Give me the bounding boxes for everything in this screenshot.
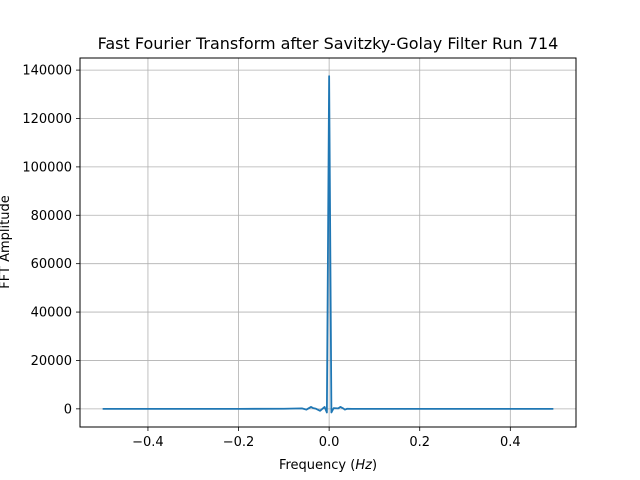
y-tick-label: 60000: [31, 257, 72, 272]
y-tick-label: 0: [64, 402, 72, 417]
y-axis-label: FFT Amplitude: [0, 195, 13, 288]
y-tick-label: 40000: [31, 306, 72, 321]
y-tick-label: 120000: [22, 112, 72, 127]
y-ticks: 0 20000 40000 60000 80000 100000 120000 140000: [22, 64, 80, 417]
x-axis-label-suffix: ): [372, 458, 377, 473]
y-tick-label: 80000: [31, 209, 72, 224]
y-tick-label: 140000: [22, 64, 72, 79]
x-tick-label: 0.4: [500, 435, 521, 450]
chart-title: Fast Fourier Transform after Savitzky-Go…: [98, 34, 559, 53]
series-layer: [102, 75, 554, 414]
x-tick-label: 0.2: [409, 435, 430, 450]
series-line: [102, 75, 554, 414]
x-axis-label: Frequency (Hz): [279, 458, 377, 473]
x-axis-label-unit: Hz: [355, 458, 373, 473]
x-ticks: −0.4 −0.2 0.0 0.2 0.4: [132, 427, 521, 450]
x-tick-label: −0.2: [223, 435, 255, 450]
plot-frame: [79, 57, 577, 428]
x-axis-label-prefix: Frequency (: [279, 458, 355, 473]
x-tick-label: 0.0: [319, 435, 340, 450]
x-tick-label: −0.4: [132, 435, 164, 450]
y-tick-label: 100000: [22, 160, 72, 175]
y-tick-label: 20000: [31, 354, 72, 369]
